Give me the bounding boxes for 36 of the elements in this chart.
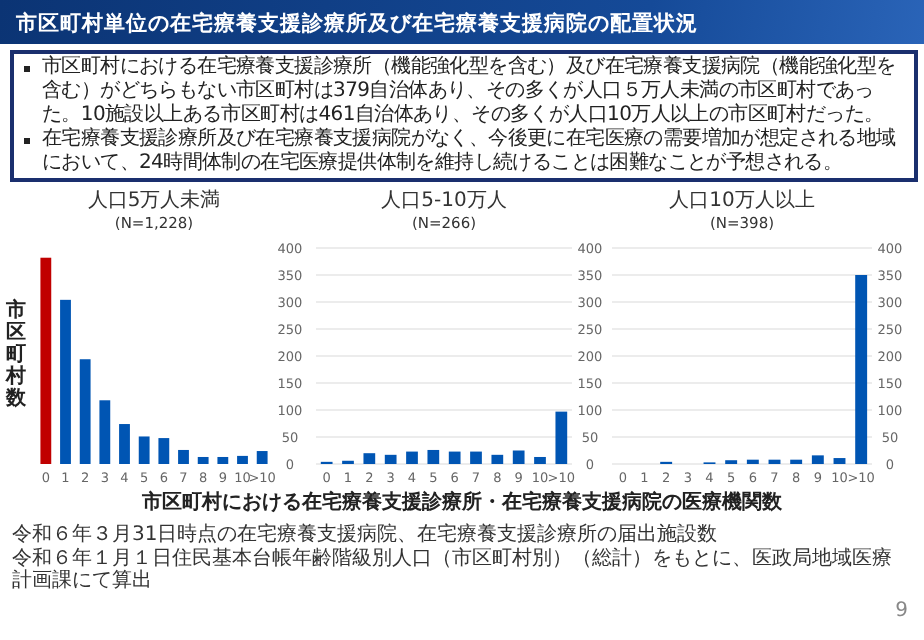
bar: [197, 456, 209, 464]
bar: [237, 455, 248, 464]
bar: [217, 456, 229, 464]
text: 市区町村単位の在宅療養支援診療所及び在宅療養支援病院の配置状況: [16, 10, 698, 38]
text: 在宅療養支援診療所及び在宅療養支援病院がなく、今後更に在宅医療の需要増加が想定される地域において、24時間体制の在宅医療提供体制を維持し続けることは困難なことが予想される。: [42, 128, 898, 176]
bar: [99, 400, 111, 464]
y-axis-title: 市区町村数: [4, 298, 28, 410]
bar: [60, 299, 71, 464]
chart-title: 人口5-10万人: [381, 190, 507, 212]
x-axis-title: 市区町村における在宅療養支援診療所・在宅療養支援病院の医療機関数: [140, 490, 784, 514]
bar: [855, 275, 868, 464]
bar: [406, 451, 418, 464]
text: 令和６年３月31日時点の在宅療養支援病院、在宅療養支援診療所の届出施設数: [12, 524, 720, 547]
bar: [138, 436, 150, 464]
text: 令和６年１月１日住民基本台帳年齢階級別人口（市区町村別）（総計）をもとに、医政局地域医療計画課にて算出: [12, 547, 892, 593]
bar: [158, 438, 170, 464]
bar: [491, 454, 504, 464]
bar: [40, 257, 52, 464]
bar: [555, 411, 568, 464]
bar: [363, 453, 376, 464]
bar: [384, 454, 397, 464]
bar: [178, 449, 189, 464]
bar: [512, 450, 525, 464]
bar: [470, 451, 482, 464]
bar: [427, 449, 440, 464]
chart-title: 人口10万人以上: [669, 188, 815, 212]
text: 市区町村における在宅療養支援診療所（機能強化型を含む）及び在宅療養支援病院（機能強化型を含む）がどちらもない市区町村は379自治体あり、その多くが人口５万人未満の市区町村であった。10施設以上ある市区町村は461自治体あり、その多くが人口10万人以上の市区町村だった。: [42, 56, 898, 127]
bar: [448, 451, 461, 464]
bar: [833, 458, 846, 464]
bar: [811, 455, 824, 464]
chart-title: 人口5万人未満: [87, 188, 221, 212]
bar: [534, 456, 546, 464]
bar: [119, 424, 130, 464]
text: 9: [895, 600, 908, 623]
bar: [256, 451, 268, 464]
bar: [79, 359, 91, 464]
